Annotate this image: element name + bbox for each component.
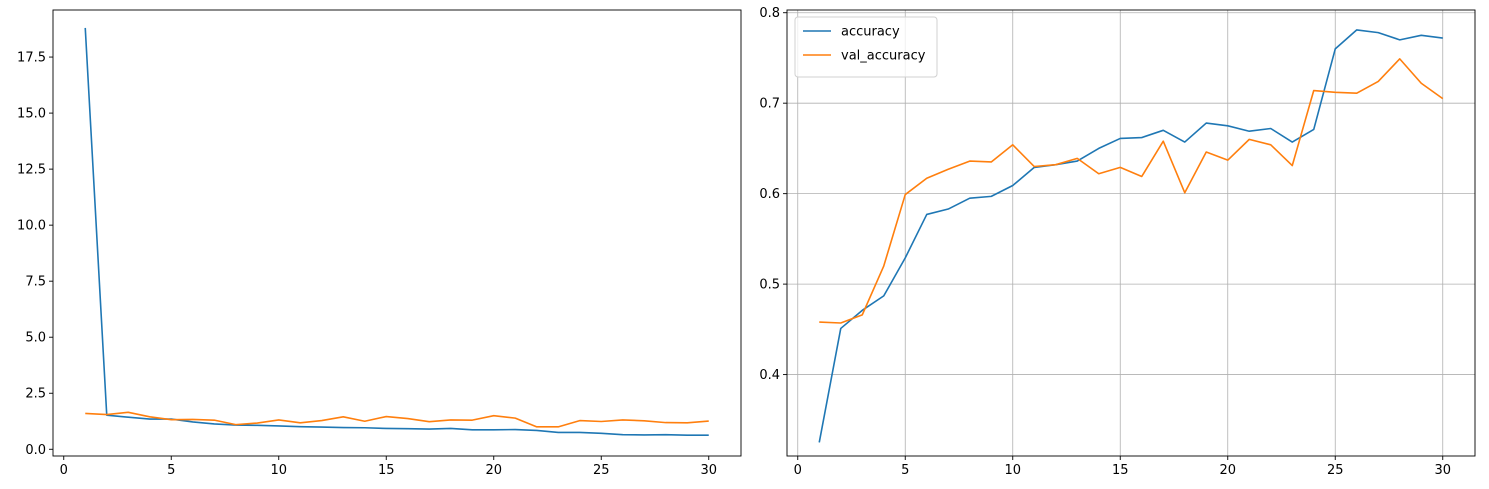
- x-tick-label: 10: [1004, 463, 1021, 478]
- x-tick-label: 15: [1112, 463, 1129, 478]
- y-tick-label: 7.5: [25, 275, 46, 290]
- y-tick-label: 12.5: [17, 163, 46, 178]
- axes-frame: [786, 9, 1476, 457]
- chart-loss: 0 5 10 15 20 25 30 0.0 2.5 5.0 7.5 10.0 12.5 15.0 17.5: [17, 9, 742, 478]
- x-tick-label: 30: [1434, 463, 1451, 478]
- series-line-series-0: [84, 27, 709, 436]
- series-line-series-1: [85, 411, 709, 428]
- series-line-accuracy: [818, 29, 1443, 443]
- legend-label-val_accuracy: val_accuracy: [841, 49, 926, 64]
- y-tick-label: 10.0: [17, 219, 46, 234]
- x-tick-label: 10: [270, 463, 287, 478]
- x-tick-label: 5: [167, 463, 175, 478]
- x-tick-label: 25: [593, 463, 610, 478]
- x-tick-label: 20: [1219, 463, 1236, 478]
- x-tick-label: 0: [794, 463, 802, 478]
- y-tick-label: 0.0: [25, 443, 46, 458]
- y-tick-label: 17.5: [17, 51, 46, 66]
- y-tick-label: 15.0: [17, 107, 46, 122]
- y-tick-label: 0.7: [759, 97, 780, 112]
- y-tick-label: 0.5: [759, 278, 780, 293]
- x-tick-label: 0: [60, 463, 68, 478]
- legend-label-accuracy: accuracy: [841, 25, 900, 40]
- x-tick-label: 5: [901, 463, 909, 478]
- axes-frame: [52, 9, 742, 457]
- y-tick-label: 5.0: [25, 331, 46, 346]
- legend-box: [794, 16, 938, 78]
- y-tick-label: 0.6: [759, 187, 780, 202]
- x-tick-label: 15: [378, 463, 395, 478]
- x-tick-label: 30: [700, 463, 717, 478]
- x-tick-label: 25: [1327, 463, 1344, 478]
- x-tick-label: 20: [485, 463, 502, 478]
- y-tick-label: 0.8: [759, 6, 780, 21]
- chart-accuracy: 0 5 10 15 20 25 30 0.4 0.5 0.6 0.7 0.8 accuracy val_a…: [759, 6, 1476, 478]
- y-tick-label: 0.4: [759, 368, 780, 383]
- series-line-val_accuracy: [819, 58, 1444, 324]
- y-tick-label: 2.5: [25, 387, 46, 402]
